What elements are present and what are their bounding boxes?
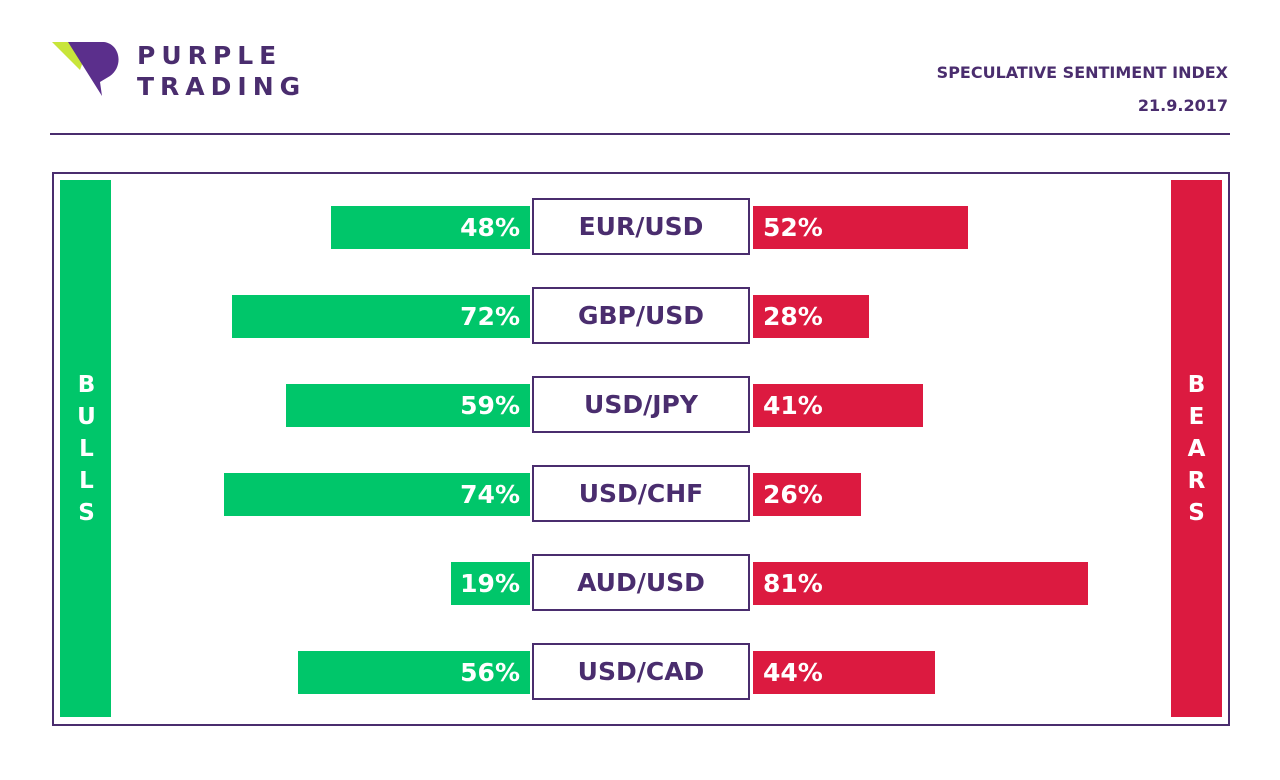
bulls-label-letter: B: [77, 371, 96, 398]
bulls-percent-label: 48%: [460, 213, 520, 242]
bears-label-letter: B: [1187, 371, 1206, 398]
currency-pair-label: USD/CAD: [532, 643, 750, 700]
bulls-bar: [285, 384, 530, 427]
bears-bar: [753, 384, 923, 427]
currency-pair-label: EUR/USD: [532, 198, 750, 255]
bears-percent-label: 26%: [763, 480, 823, 509]
bears-percent-label: 44%: [763, 658, 823, 687]
bears-label-letter: R: [1187, 467, 1206, 494]
bulls-percent-label: 59%: [460, 391, 520, 420]
bulls-bar: [298, 651, 530, 694]
bulls-percent-label: 19%: [460, 569, 520, 598]
brand-line-2: TRADING: [137, 72, 307, 101]
bears-label-letter: E: [1188, 403, 1205, 430]
report-date: 21.9.2017: [1137, 96, 1228, 115]
bulls-bar: [231, 295, 530, 338]
bears-bar: [753, 206, 969, 249]
bears-percent-label: 41%: [763, 391, 823, 420]
currency-pair-label: USD/CHF: [532, 465, 750, 522]
bears-percent-label: 52%: [763, 213, 823, 242]
report-header: SPECULATIVE SENTIMENT INDEX 21.9.2017: [937, 56, 1228, 122]
header-divider: [50, 133, 1230, 135]
currency-pair-label: USD/JPY: [532, 376, 750, 433]
bears-percent-label: 81%: [763, 569, 823, 598]
chart-frame: [52, 172, 1230, 726]
bulls-label-letter: L: [79, 467, 94, 494]
bears-bar: [753, 651, 936, 694]
bulls-percent-label: 72%: [460, 302, 520, 331]
bulls-bar: [331, 206, 530, 249]
bears-bar: [753, 562, 1089, 605]
bears-label-letter: S: [1188, 499, 1205, 526]
report-title: SPECULATIVE SENTIMENT INDEX: [936, 63, 1228, 82]
bears-bar: [753, 473, 861, 516]
bulls-bar: [451, 562, 530, 605]
bears-percent-label: 28%: [763, 302, 823, 331]
bulls-percent-label: 56%: [460, 658, 520, 687]
logo-purple-shape: [68, 42, 119, 96]
bears-label-letter: A: [1187, 435, 1206, 462]
currency-pair-label: GBP/USD: [532, 287, 750, 344]
bulls-percent-label: 74%: [460, 480, 520, 509]
bulls-label-letter: U: [77, 403, 96, 430]
purple-trading-logo: [52, 42, 119, 96]
bulls-label-letter: L: [79, 435, 94, 462]
currency-pair-label: AUD/USD: [532, 554, 750, 611]
bulls-bar: [223, 473, 530, 516]
brand-line-1: PURPLE: [137, 41, 283, 70]
bulls-label-letter: S: [78, 499, 95, 526]
bears-bar: [753, 295, 869, 338]
brand-name: PURPLE TRADING: [137, 40, 306, 102]
